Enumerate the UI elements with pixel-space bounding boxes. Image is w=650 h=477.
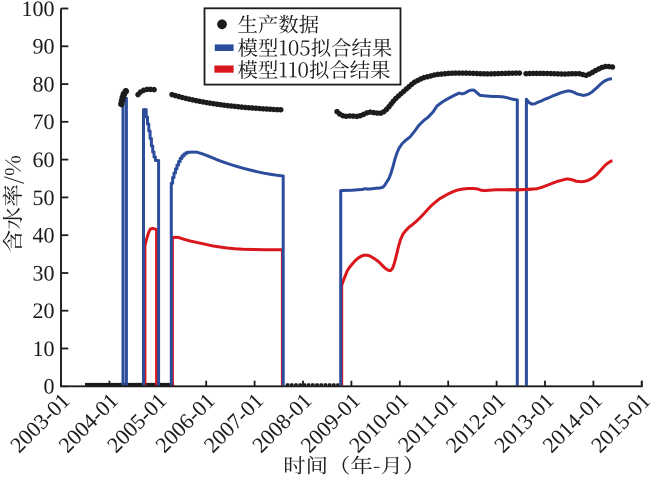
svg-text:80: 80 xyxy=(33,72,55,97)
svg-text:70: 70 xyxy=(33,109,55,134)
svg-text:50: 50 xyxy=(33,185,55,210)
svg-text:30: 30 xyxy=(33,260,55,285)
svg-text:90: 90 xyxy=(33,34,55,59)
svg-text:10: 10 xyxy=(33,336,55,361)
svg-text:100: 100 xyxy=(22,0,55,21)
svg-text:60: 60 xyxy=(33,147,55,172)
svg-text:0: 0 xyxy=(44,374,55,399)
svg-text:20: 20 xyxy=(33,298,55,323)
svg-text:40: 40 xyxy=(33,223,55,248)
